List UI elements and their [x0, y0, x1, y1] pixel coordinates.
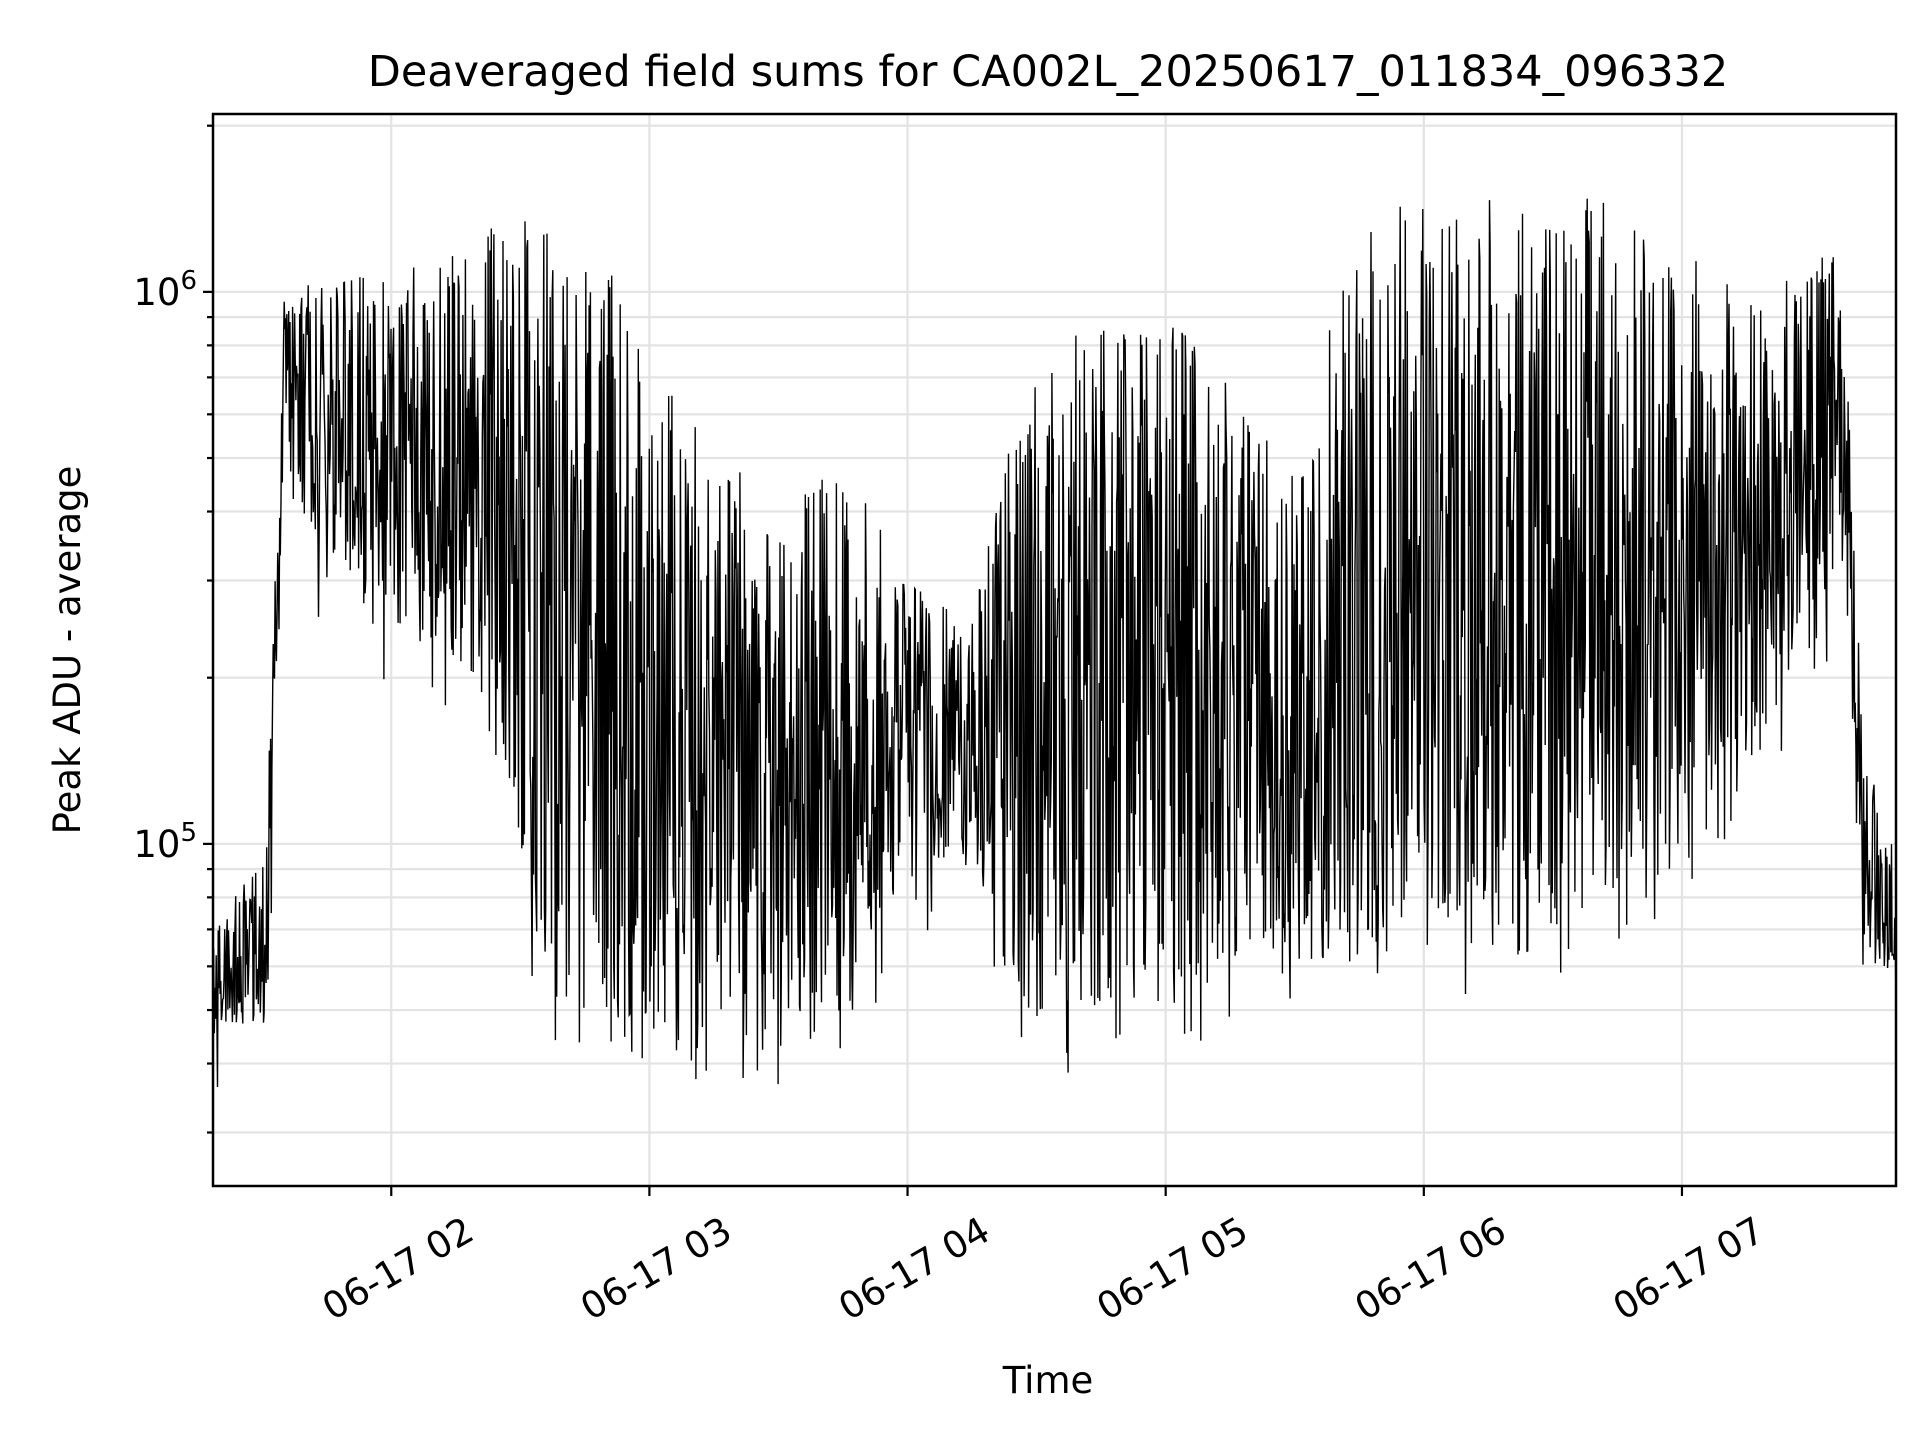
- y-axis-ticks: 105 106: [133, 124, 213, 1134]
- x-tick-label: 06-17 04: [831, 1209, 997, 1329]
- x-tick-label: 06-17 07: [1606, 1209, 1772, 1329]
- chart-title: Deaveraged field sums for CA002L_2025061…: [368, 47, 1729, 97]
- x-tick-label: 06-17 02: [315, 1209, 481, 1329]
- x-axis-label: Time: [1002, 1359, 1094, 1402]
- y-axis-label: Peak ADU - average: [46, 466, 89, 835]
- x-tick-label: 06-17 06: [1348, 1209, 1514, 1329]
- series-group: [212, 198, 1897, 1088]
- plot-frame: [211, 112, 1898, 1188]
- series-line: [212, 198, 1897, 1088]
- x-tick-label: 06-17 03: [573, 1209, 739, 1329]
- x-axis-ticks: 06-17 02 06-17 03 06-17 04 06-17 05 06-17 06…: [315, 1186, 1771, 1329]
- y-tick-label: 106: [133, 266, 197, 314]
- x-tick-label: 06-17 05: [1090, 1209, 1256, 1329]
- y-tick-label: 105: [133, 818, 197, 866]
